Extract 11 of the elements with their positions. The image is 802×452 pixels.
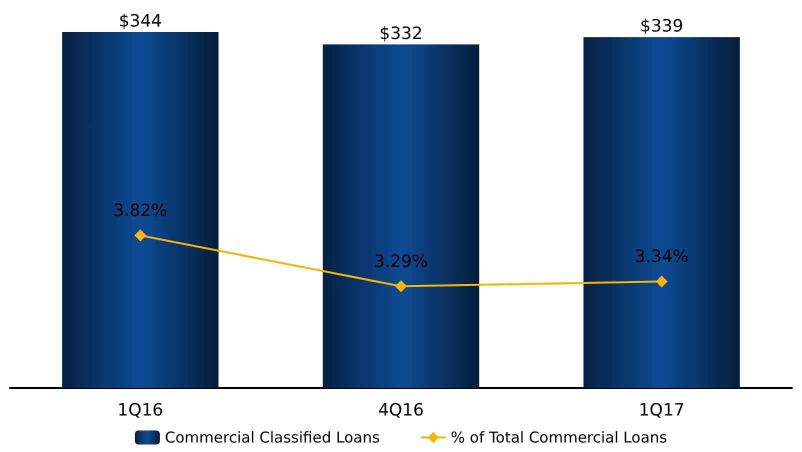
- x-tick-label: 1Q17: [638, 400, 685, 420]
- data-label: 3.82%: [113, 200, 168, 221]
- data-label: $339: [640, 16, 684, 37]
- x-tick-label: 1Q16: [117, 400, 164, 420]
- data-label: 3.29%: [374, 252, 428, 272]
- legend-label: Commercial Classified Loans: [164, 428, 380, 446]
- legend-label: % of Total Commercial Loans: [450, 428, 668, 446]
- data-label: $332: [379, 24, 423, 44]
- data-label: 3.34%: [634, 246, 689, 267]
- x-tick-label: 4Q16: [378, 400, 424, 420]
- data-label: $344: [118, 12, 162, 32]
